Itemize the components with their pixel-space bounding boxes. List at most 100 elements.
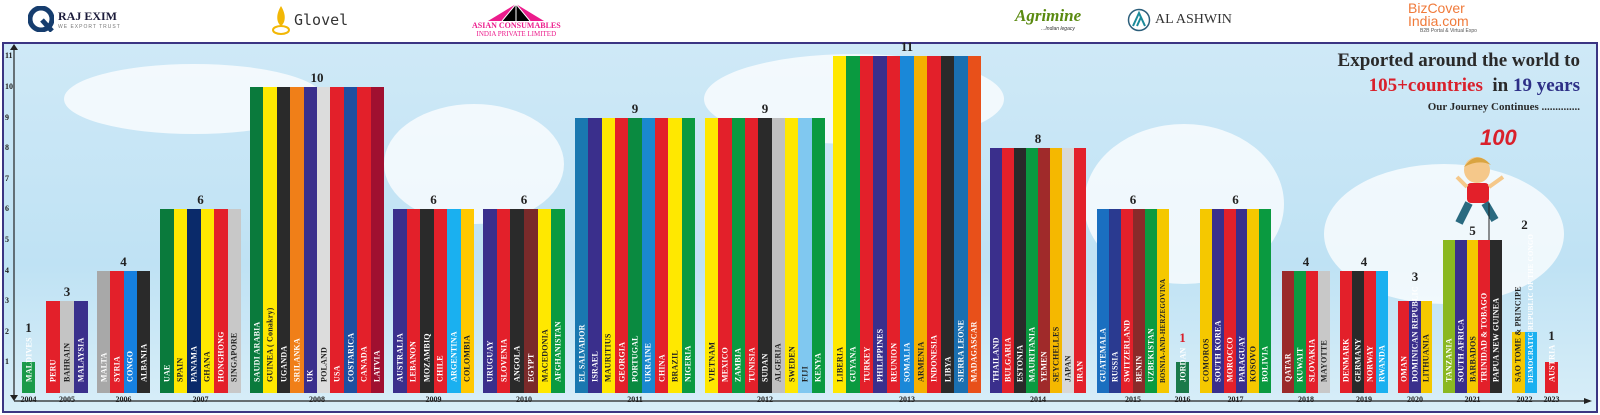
bar-country-label: KUWAIT — [1295, 347, 1305, 382]
year-label-2011: 2011 — [627, 395, 643, 404]
y-tick-label: 1 — [5, 357, 9, 367]
bar-country-label: MAURITANIA — [1027, 326, 1037, 382]
y-tick-label: 2 — [5, 326, 9, 336]
bar-country-label: SYRIA — [112, 356, 122, 382]
value-label-2009: 6 — [430, 192, 437, 208]
bar-country-label: RWANDA — [1377, 345, 1387, 382]
bar-2010-macedonia: MACEDONIA — [537, 209, 552, 393]
year-label-2013: 2013 — [899, 395, 915, 404]
bar-country-label: LIBERIA — [835, 346, 845, 382]
value-label-2013: 11 — [900, 39, 914, 55]
bar-country-label: LEBANON — [408, 341, 418, 382]
bar-2011-el-salvador: EL SALVADOR — [575, 117, 589, 393]
bar-country-label: VIETNAM — [707, 341, 717, 382]
bar-2008-latvia: LATVIA — [370, 87, 385, 393]
year-label-2010: 2010 — [516, 395, 532, 404]
bar-2009-mozambiq: MOZAMBIQ — [420, 209, 434, 393]
bar-country-label: BRAZIL — [670, 350, 680, 382]
bar-country-label: ANGOLA — [512, 345, 522, 382]
bar-2017-south-korea: SOUTH KOREA — [1211, 209, 1224, 393]
bar-country-label: HONGHONG — [216, 331, 226, 382]
bar-2019-norway: NORWAY — [1364, 270, 1377, 393]
bar-country-label: GUYANA — [848, 346, 858, 382]
al-ashwin-name: AL ASHWIN — [1155, 12, 1232, 27]
bar-2011-brazil: BRAZIL — [668, 117, 682, 393]
glovel-name: Glovel — [294, 11, 349, 29]
bar-country-label: JORDAN — [1178, 347, 1188, 382]
year-label-2009: 2009 — [425, 395, 442, 404]
year-label-2016: 2016 — [1174, 395, 1191, 404]
map-landmass — [384, 104, 564, 224]
bar-2015-guatemala: GUATEMALA — [1097, 209, 1110, 393]
bar-2021-trinidad-tobago: TRINIDAD & TOBAGO — [1478, 240, 1491, 393]
bar-2011-israel: ISRAEL — [588, 117, 602, 393]
bar-2011-nigeria: NIGERIA — [681, 117, 696, 393]
year-label-2022: 2022 — [1516, 395, 1533, 404]
bar-country-label: MALTA — [99, 352, 109, 382]
bar-country-label: EGYPT — [526, 353, 536, 382]
x-axis-arrow — [1584, 398, 1592, 404]
bar-2006-malta: MALTA — [97, 270, 111, 393]
value-label-2006: 4 — [120, 253, 127, 269]
year-label-2008: 2008 — [309, 395, 325, 404]
bar-2015-uzbekistan: UZBEKISTAN — [1145, 209, 1158, 393]
y-tick-label: 4 — [5, 265, 9, 275]
value-label-2016: 1 — [1179, 330, 1186, 346]
bar-2005-bahrain: BAHRAIN — [60, 301, 75, 393]
value-label-2014: 8 — [1034, 131, 1042, 147]
year-label-2012: 2012 — [757, 395, 773, 404]
bar-2015-benin: BENIN — [1133, 209, 1146, 393]
bar-country-label: THAILAND — [991, 337, 1001, 382]
bar-country-label: FIJI — [800, 366, 810, 382]
bar-2009-australia: AUSTRALIA — [393, 209, 407, 393]
bar-2014-thailand: THAILAND — [990, 148, 1003, 393]
bar-2014-iran: IRAN — [1074, 148, 1087, 393]
bar-country-label: MALAYSIA — [76, 337, 86, 382]
bar-country-label: LIBYA — [943, 356, 952, 382]
bar-country-label: COLOMBIA — [462, 335, 472, 382]
bar-2009-colombia: COLOMBIA — [460, 209, 475, 393]
bar-country-label: ARMENIA — [916, 341, 926, 382]
bar-2008-poland: POLAND — [317, 87, 331, 393]
bizcover-tagline: B2B Portal & Virtual Expo — [1420, 28, 1477, 34]
bar-2009-argentina: ARGENTINA — [447, 209, 461, 393]
bar-country-label: MAYOTTE — [1319, 339, 1329, 382]
y-tick-label: 8 — [5, 143, 9, 153]
bar-country-label: ALBANIA — [139, 343, 149, 382]
bar-country-label: YEMEN — [1039, 351, 1049, 382]
tagline-line2: 105+countries in 19 years — [1338, 75, 1580, 97]
bar-2010-angola: ANGOLA — [510, 209, 525, 393]
bar-2019-germany: GERMANY — [1352, 270, 1365, 393]
bar-2017-bolivia: BOLIVIA — [1259, 209, 1272, 393]
bar-country-label: GHANA — [202, 351, 212, 382]
bar-2007-uae: UAE — [160, 209, 174, 393]
bar-country-label: DOMINICAN REPUBLIC — [1410, 286, 1420, 382]
bar-country-label: SUDAN — [760, 353, 770, 382]
bar-country-label: EL SALVADOR — [577, 324, 587, 382]
bar-2012-kenya: KENYA — [811, 117, 826, 393]
bar-2005-malaysia: MALAYSIA — [74, 301, 89, 393]
bar-2014-seychelles: SEYCHELLES — [1050, 148, 1063, 393]
bar-2014-yemen: YEMEN — [1038, 148, 1051, 393]
bar-country-label: REUNION — [889, 342, 899, 382]
bar-2012-vietnam: VIETNAM — [705, 117, 719, 393]
bar-2007-spain: SPAIN — [173, 209, 188, 393]
bar-country-label: QATAR — [1283, 353, 1293, 382]
bar-country-label: AUSTRIA — [1547, 344, 1557, 382]
bar-2014-bulgaria: BULGARIA — [1002, 148, 1015, 393]
bar-2012-sudan: SUDAN — [758, 117, 772, 393]
bar-country-label: ARGENTINA — [449, 331, 459, 382]
bar-2017-kosovo: KOSOVO — [1247, 209, 1260, 393]
bar-country-label: SWEDEN — [787, 346, 797, 382]
bar-country-label: NORWAY — [1365, 345, 1375, 382]
bar-country-label: AFGHANISTAN — [553, 321, 563, 382]
bar-country-label: BENIN — [1134, 355, 1144, 382]
value-label-2008: 10 — [310, 70, 324, 85]
value-label-2010: 6 — [520, 192, 528, 208]
bar-country-label: GUINEA ( Conakry) — [265, 307, 275, 382]
bar-country-label: SIERRA LEONE — [956, 319, 966, 382]
bar-country-label: BAHRAIN — [62, 342, 72, 382]
bar-2010-egypt: EGYPT — [524, 209, 538, 393]
bar-2012-fiji: FIJI — [798, 117, 812, 393]
